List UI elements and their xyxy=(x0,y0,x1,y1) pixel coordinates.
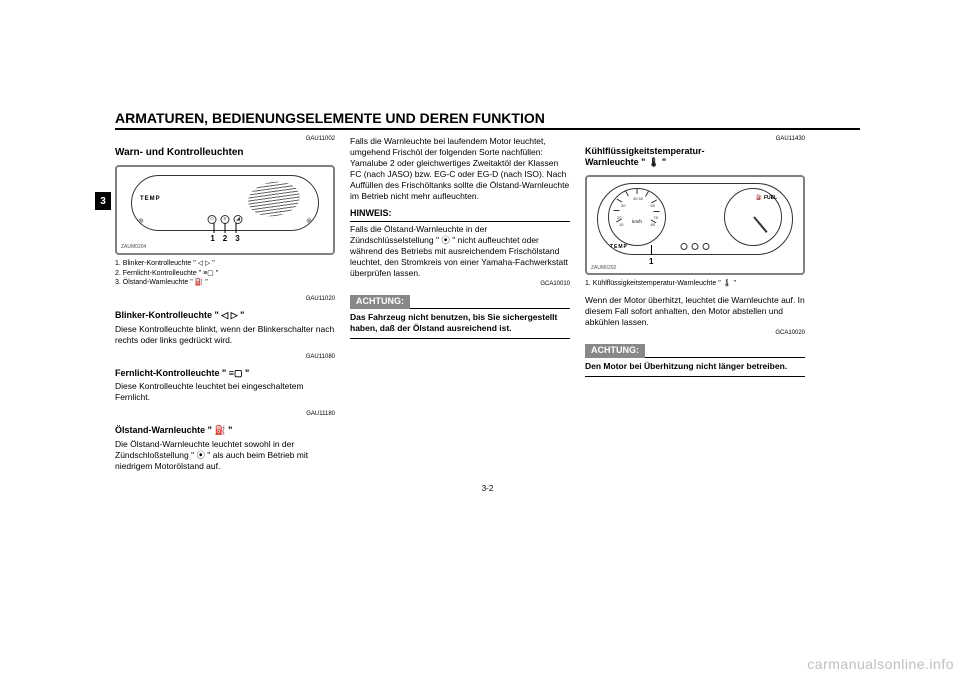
caution-body: Den Motor bei Überhitzung nicht länger b… xyxy=(585,361,805,372)
indicator-leds xyxy=(681,243,710,250)
note-heading: HINWEIS: xyxy=(350,208,570,222)
ref-id: GAU11430 xyxy=(585,136,805,144)
callout-numbers: 1 2 3 xyxy=(210,234,239,244)
column-1: GAU11002 Warn- und Kontrolleuchten TEMP … xyxy=(115,136,335,472)
subsection-heading: Blinker-Kontrolleuchte " ◁ ▷ " xyxy=(115,310,335,322)
subsection-heading: Fernlicht-Kontrolleuchte " ≡▢ " xyxy=(115,368,335,380)
figure-legend: 1. Kühlflüssigkeitstemperatur-Warnleucht… xyxy=(585,279,805,289)
paragraph: Diese Kontrolleuchte blinkt, wenn der Bl… xyxy=(115,324,335,346)
legend-item: 3. Ölstand-Warnleuchte " ⛽ " xyxy=(115,278,335,288)
callout-lines xyxy=(214,223,237,233)
page-number: 3-2 xyxy=(115,484,860,493)
figure-legend: 1. Blinker-Kontrolleuchte " ◁ ▷ " 2. Fer… xyxy=(115,259,335,288)
watermark: carmanualsonline.info xyxy=(807,656,954,672)
ref-id: GAU11080 xyxy=(115,354,335,362)
subsection-heading: Ölstand-Warnleuchte " ⛽ " xyxy=(115,425,335,437)
speed-unit-label: km/h xyxy=(609,219,665,225)
chapter-tab: 3 xyxy=(95,192,111,210)
note-body: Falls die Ölstand-Warnleuchte in der Zün… xyxy=(350,224,570,279)
fuel-gauge-dial: ⛽ FUEL xyxy=(724,188,782,246)
panel-shade xyxy=(246,178,302,219)
ref-id: GCA10020 xyxy=(585,330,805,338)
caution-heading: ACHTUNG: xyxy=(585,344,805,358)
ref-id: GAU11020 xyxy=(115,296,335,304)
section-end-rule xyxy=(350,338,570,339)
section-heading: Warn- und Kontrolleuchten xyxy=(115,146,335,159)
caution-label: ACHTUNG: xyxy=(585,344,645,358)
caution-label: ACHTUNG: xyxy=(350,295,410,309)
paragraph: Wenn der Motor überhitzt, leuchtet die W… xyxy=(585,295,805,328)
content-columns: GAU11002 Warn- und Kontrolleuchten TEMP … xyxy=(115,136,860,472)
caution-rule xyxy=(645,357,805,358)
fuel-label: ⛽ FUEL xyxy=(756,195,777,202)
callout-line xyxy=(651,245,652,255)
caution-rule xyxy=(410,308,570,309)
legend-item: 1. Kühlflüssigkeitstemperatur-Warnleucht… xyxy=(585,279,805,289)
column-3: GAU11430 Kühlflüssigkeitstemperatur- War… xyxy=(585,136,805,472)
manual-page: ARMATUREN, BEDIENUNGSELEMENTE UND DEREN … xyxy=(115,110,860,600)
page-title: ARMATUREN, BEDIENUNGSELEMENTE UND DEREN … xyxy=(115,110,860,130)
temp-label: TEMP xyxy=(610,244,628,251)
paragraph: Diese Kontrolleuchte leuchtet bei einges… xyxy=(115,381,335,403)
screw-icon: ⊕ xyxy=(138,217,144,226)
caution-body: Das Fahrzeug nicht benutzen, bis Sie sic… xyxy=(350,312,570,334)
paragraph: Falls die Warnleuchte bei laufendem Moto… xyxy=(350,136,570,202)
legend-item: 1. Blinker-Kontrolleuchte " ◁ ▷ " xyxy=(115,259,335,269)
legend-item: 2. Fernlicht-Kontrolleuchte " ≡▢ " xyxy=(115,269,335,279)
figure-id: ZAUM0204 xyxy=(121,244,146,251)
temp-label: TEMP xyxy=(140,196,161,204)
caution-heading: ACHTUNG: xyxy=(350,295,570,309)
screw-icon: ⊕ xyxy=(306,217,312,226)
figure-coolant-temp: 10 20 30 40 50 60 70 80 km/h ⛽ FUEL xyxy=(585,175,805,275)
dashboard-panel: 10 20 30 40 50 60 70 80 km/h ⛽ FUEL xyxy=(597,183,793,255)
figure-indicator-lights: TEMP ⊕ ⊕ ◇ ≡ ◢ 1 2 3 ZAUM0204 xyxy=(115,165,335,255)
section-heading: Kühlflüssigkeitstemperatur- Warnleuchte … xyxy=(585,146,805,169)
column-2: Falls die Warnleuchte bei laufendem Moto… xyxy=(350,136,570,472)
section-end-rule xyxy=(585,376,805,377)
paragraph: Die Ölstand-Warnleuchte leuchtet sowohl … xyxy=(115,439,335,472)
ref-id: GAU11002 xyxy=(115,136,335,144)
ref-id: GCA10010 xyxy=(350,281,570,289)
figure-id: ZAUM0202 xyxy=(591,265,616,272)
callout-number: 1 xyxy=(649,257,653,267)
ref-id: GAU11180 xyxy=(115,411,335,419)
speedometer-dial: 10 20 30 40 50 60 70 80 km/h xyxy=(608,188,666,246)
